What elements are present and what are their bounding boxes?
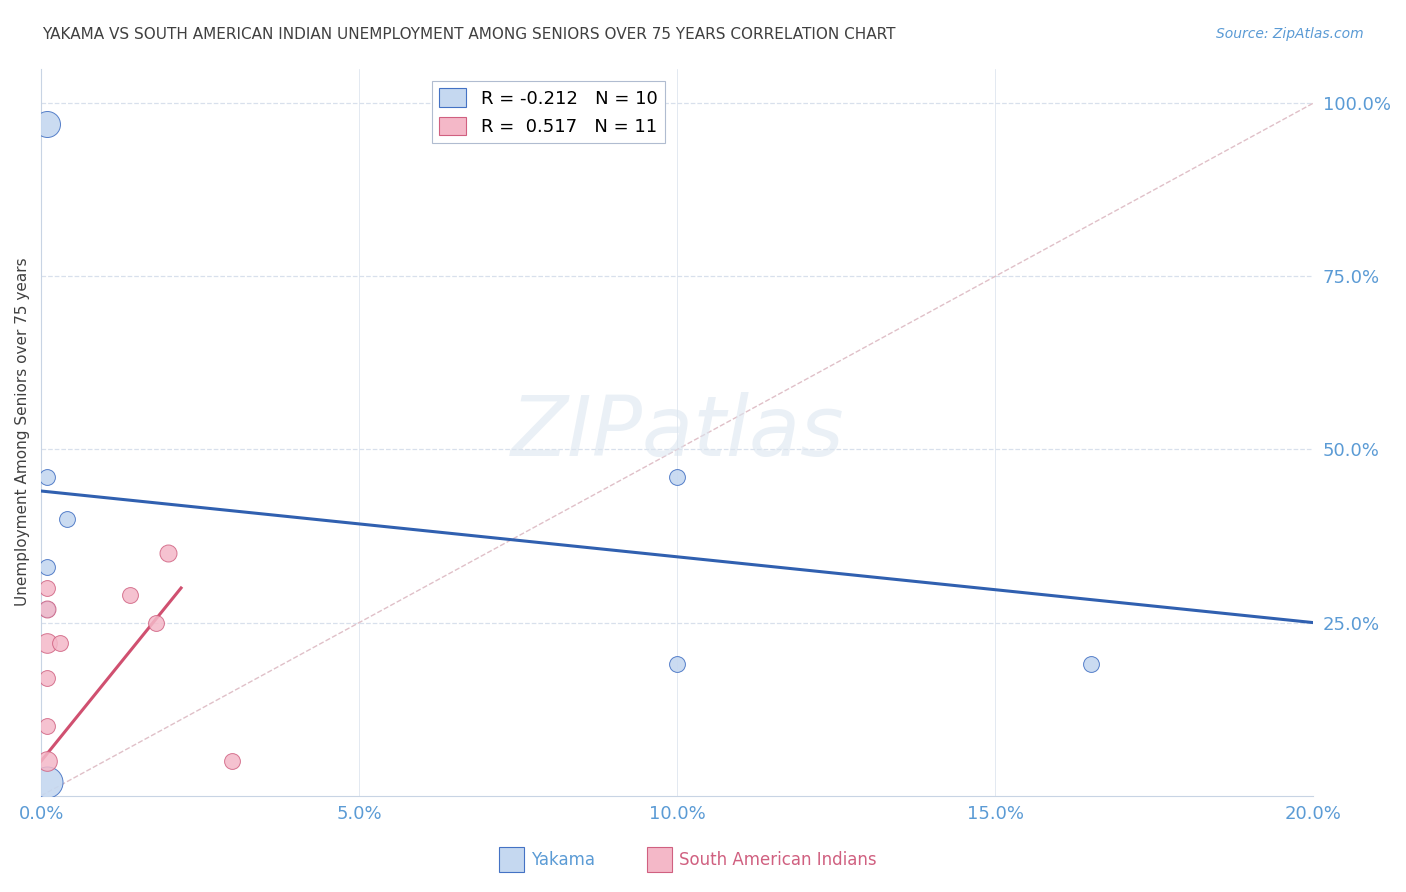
- Text: Source: ZipAtlas.com: Source: ZipAtlas.com: [1216, 27, 1364, 41]
- Point: [120, 588, 142, 602]
- Point: [1080, 657, 1102, 672]
- Point: [37, 470, 59, 484]
- Text: ZIPatlas: ZIPatlas: [510, 392, 844, 473]
- Y-axis label: Unemployment Among Seniors over 75 years: Unemployment Among Seniors over 75 years: [15, 258, 30, 607]
- Point: [37, 671, 59, 685]
- Text: YAKAMA VS SOUTH AMERICAN INDIAN UNEMPLOYMENT AMONG SENIORS OVER 75 YEARS CORRELA: YAKAMA VS SOUTH AMERICAN INDIAN UNEMPLOY…: [42, 27, 896, 42]
- Point: [37, 636, 59, 650]
- Point: [666, 470, 689, 484]
- Point: [221, 754, 243, 768]
- Point: [666, 657, 689, 672]
- Point: [37, 754, 59, 768]
- Point: [37, 601, 59, 615]
- Point: [37, 775, 59, 789]
- Text: Yakama: Yakama: [531, 851, 596, 869]
- Point: [157, 546, 180, 560]
- Point: [37, 117, 59, 131]
- Point: [145, 615, 167, 630]
- Point: [37, 719, 59, 733]
- Point: [55, 512, 77, 526]
- Point: [37, 581, 59, 595]
- Point: [49, 636, 72, 650]
- Point: [37, 601, 59, 615]
- Legend: R = -0.212   N = 10, R =  0.517   N = 11: R = -0.212 N = 10, R = 0.517 N = 11: [432, 81, 665, 144]
- Text: South American Indians: South American Indians: [679, 851, 877, 869]
- Point: [37, 560, 59, 574]
